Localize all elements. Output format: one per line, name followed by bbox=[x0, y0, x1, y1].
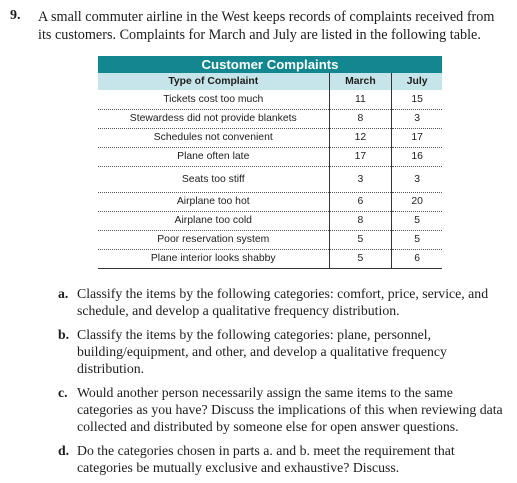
table-header-row: Type of Complaint March July bbox=[98, 73, 442, 90]
complaint-type: Tickets cost too much bbox=[98, 90, 329, 110]
july-count: 5 bbox=[391, 211, 442, 231]
march-count: 8 bbox=[328, 211, 392, 231]
complaint-type: Airplane too hot bbox=[98, 192, 329, 212]
part-label: b. bbox=[58, 327, 70, 342]
part-b: b. Classify the items by the following c… bbox=[58, 326, 504, 377]
part-a: a. Classify the items by the following c… bbox=[58, 285, 504, 319]
problem-number: 9. bbox=[10, 8, 21, 23]
complaint-type: Schedules not convenient bbox=[98, 128, 329, 148]
table-row: Tickets cost too much 11 15 bbox=[98, 90, 442, 110]
complaints-table: Customer Complaints Type of Complaint Ma… bbox=[98, 56, 442, 269]
complaint-type: Airplane too cold bbox=[98, 211, 329, 231]
complaint-type: Stewardess did not provide blankets bbox=[98, 109, 329, 129]
table-row: Airplane too hot 6 20 bbox=[98, 192, 442, 212]
part-text: Classify the items by the following cate… bbox=[77, 327, 447, 376]
complaint-type: Plane interior looks shabby bbox=[98, 249, 329, 269]
july-count: 3 bbox=[391, 109, 442, 129]
march-count: 11 bbox=[328, 90, 392, 110]
part-c: c. Would another person necessarily assi… bbox=[58, 384, 504, 435]
july-count: 16 bbox=[391, 147, 442, 167]
table-row: Plane interior looks shabby 5 6 bbox=[98, 249, 442, 269]
march-count: 5 bbox=[328, 230, 392, 250]
july-count: 5 bbox=[391, 230, 442, 250]
part-label: a. bbox=[58, 286, 69, 301]
table-row: Stewardess did not provide blankets 8 3 bbox=[98, 109, 442, 129]
header-july: July bbox=[391, 73, 442, 90]
july-count: 6 bbox=[391, 249, 442, 269]
july-count: 15 bbox=[391, 90, 442, 110]
part-text: Classify the items by the following cate… bbox=[77, 286, 489, 318]
march-count: 5 bbox=[328, 249, 392, 269]
table-row: Poor reservation system 5 5 bbox=[98, 230, 442, 250]
table-row: Schedules not convenient 12 17 bbox=[98, 128, 442, 148]
table-row: Plane often late 17 16 bbox=[98, 147, 442, 167]
march-count: 6 bbox=[328, 192, 392, 212]
part-d: d. Do the categories chosen in parts a. … bbox=[58, 442, 504, 476]
part-label: c. bbox=[58, 385, 68, 400]
march-count: 8 bbox=[328, 109, 392, 129]
july-count: 20 bbox=[391, 192, 442, 212]
part-text: Would another person necessarily assign … bbox=[77, 385, 503, 434]
table-title: Customer Complaints bbox=[98, 56, 442, 73]
complaint-type: Poor reservation system bbox=[98, 230, 329, 250]
part-label: d. bbox=[58, 443, 70, 458]
march-count: 17 bbox=[328, 147, 392, 167]
question-parts: a. Classify the items by the following c… bbox=[58, 285, 504, 483]
table-row: Seats too stiff 3 3 bbox=[98, 166, 442, 193]
problem-intro: A small commuter airline in the West kee… bbox=[38, 9, 495, 43]
complaint-type: Plane often late bbox=[98, 147, 329, 167]
header-march: March bbox=[328, 73, 392, 90]
table-grid: Type of Complaint March July Tickets cos… bbox=[98, 73, 442, 269]
part-text: Do the categories chosen in parts a. and… bbox=[77, 443, 455, 475]
table-row: Airplane too cold 8 5 bbox=[98, 211, 442, 231]
july-count: 3 bbox=[391, 166, 442, 193]
complaint-type: Seats too stiff bbox=[98, 166, 329, 193]
march-count: 12 bbox=[328, 128, 392, 148]
header-type: Type of Complaint bbox=[168, 76, 259, 87]
july-count: 17 bbox=[391, 128, 442, 148]
march-count: 3 bbox=[328, 166, 392, 193]
